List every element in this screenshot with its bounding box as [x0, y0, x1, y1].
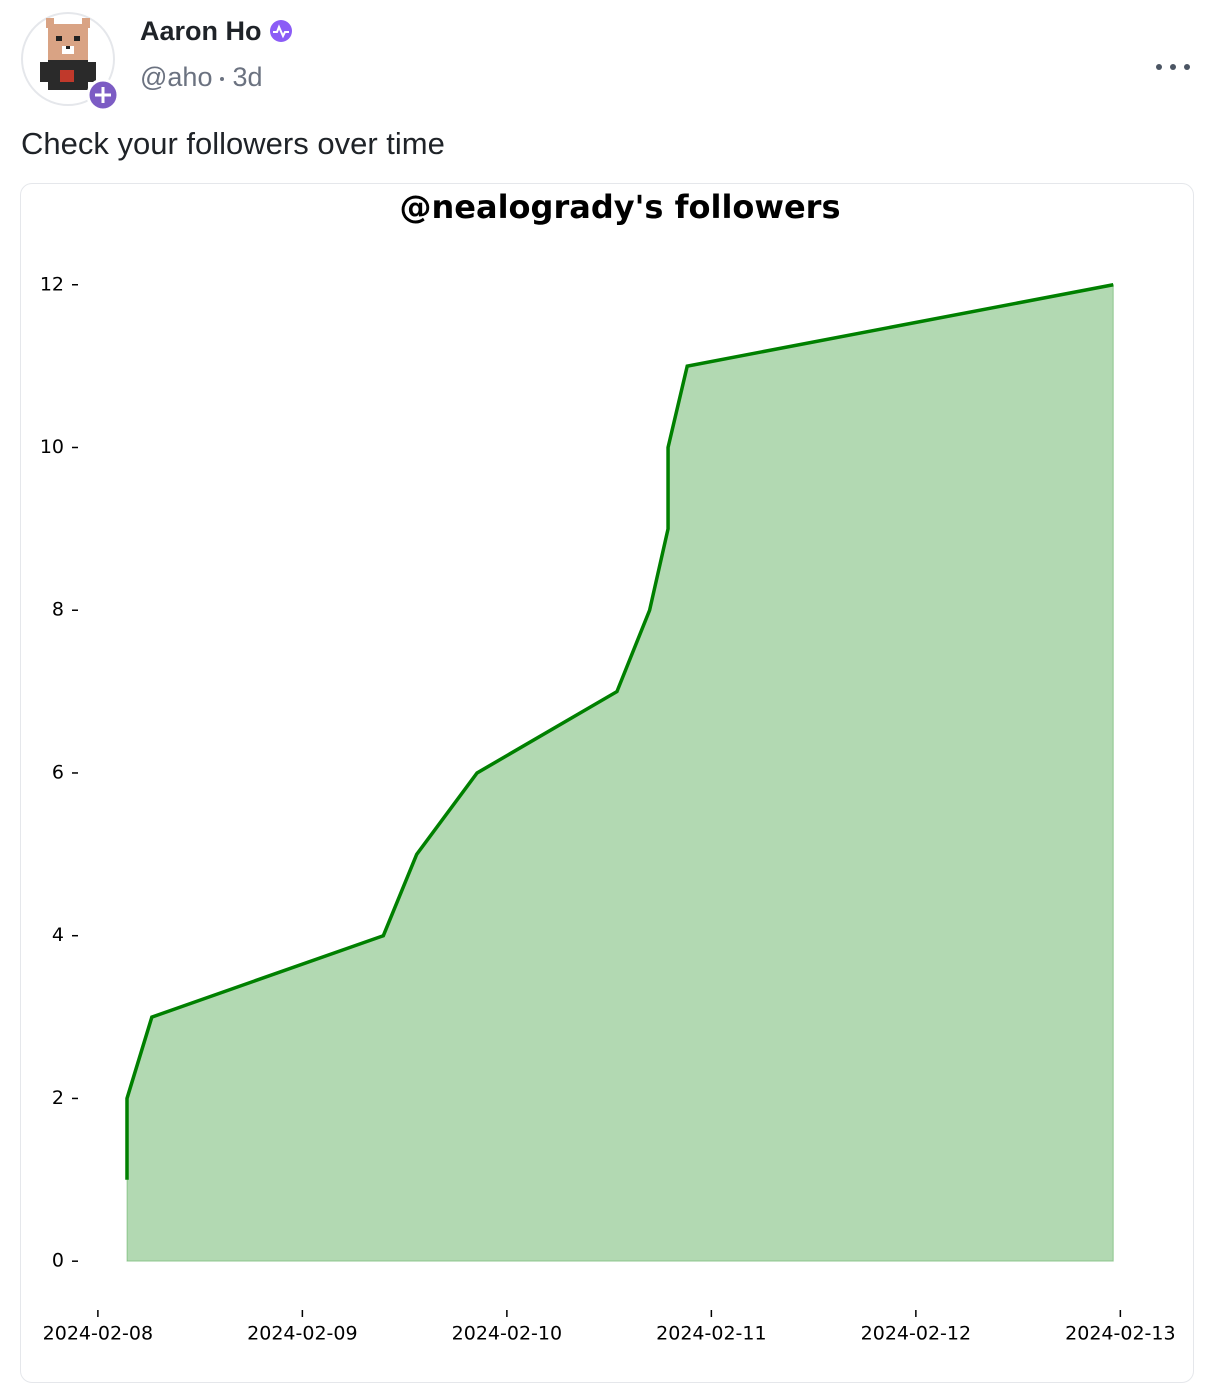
y-tick-label: 2 — [52, 1087, 64, 1109]
post-text: Check your followers over time — [21, 126, 445, 161]
post-meta: @aho 3d — [140, 62, 263, 93]
x-tick-label: 2024-02-09 — [247, 1323, 357, 1345]
x-tick-label: 2024-02-08 — [43, 1323, 153, 1345]
y-tick-label: 4 — [52, 924, 64, 946]
handle[interactable]: @aho — [140, 62, 213, 92]
y-tick-label: 10 — [40, 436, 64, 458]
y-tick-label: 12 — [40, 273, 64, 295]
more-button[interactable] — [1155, 61, 1195, 73]
x-tick-label: 2024-02-12 — [861, 1323, 971, 1345]
verified-badge — [270, 20, 293, 42]
timestamp: 3d — [232, 62, 263, 92]
x-tick-label: 2024-02-11 — [656, 1323, 766, 1345]
x-tick-label: 2024-02-10 — [452, 1323, 562, 1345]
author-name-text[interactable]: Aaron Ho — [140, 16, 262, 46]
author-name[interactable]: Aaron Ho — [140, 16, 293, 47]
line — [125, 283, 1114, 1180]
separator — [220, 76, 225, 81]
x-tick-label: 2024-02-13 — [1065, 1323, 1175, 1345]
area-fill — [126, 284, 1114, 1262]
avatar[interactable] — [0, 0, 120, 115]
y-tick-label: 0 — [52, 1250, 64, 1272]
y-tick-label: 8 — [52, 599, 64, 621]
chart-title: @nealogrady's followers — [400, 188, 841, 226]
y-tick-label: 6 — [52, 761, 64, 783]
